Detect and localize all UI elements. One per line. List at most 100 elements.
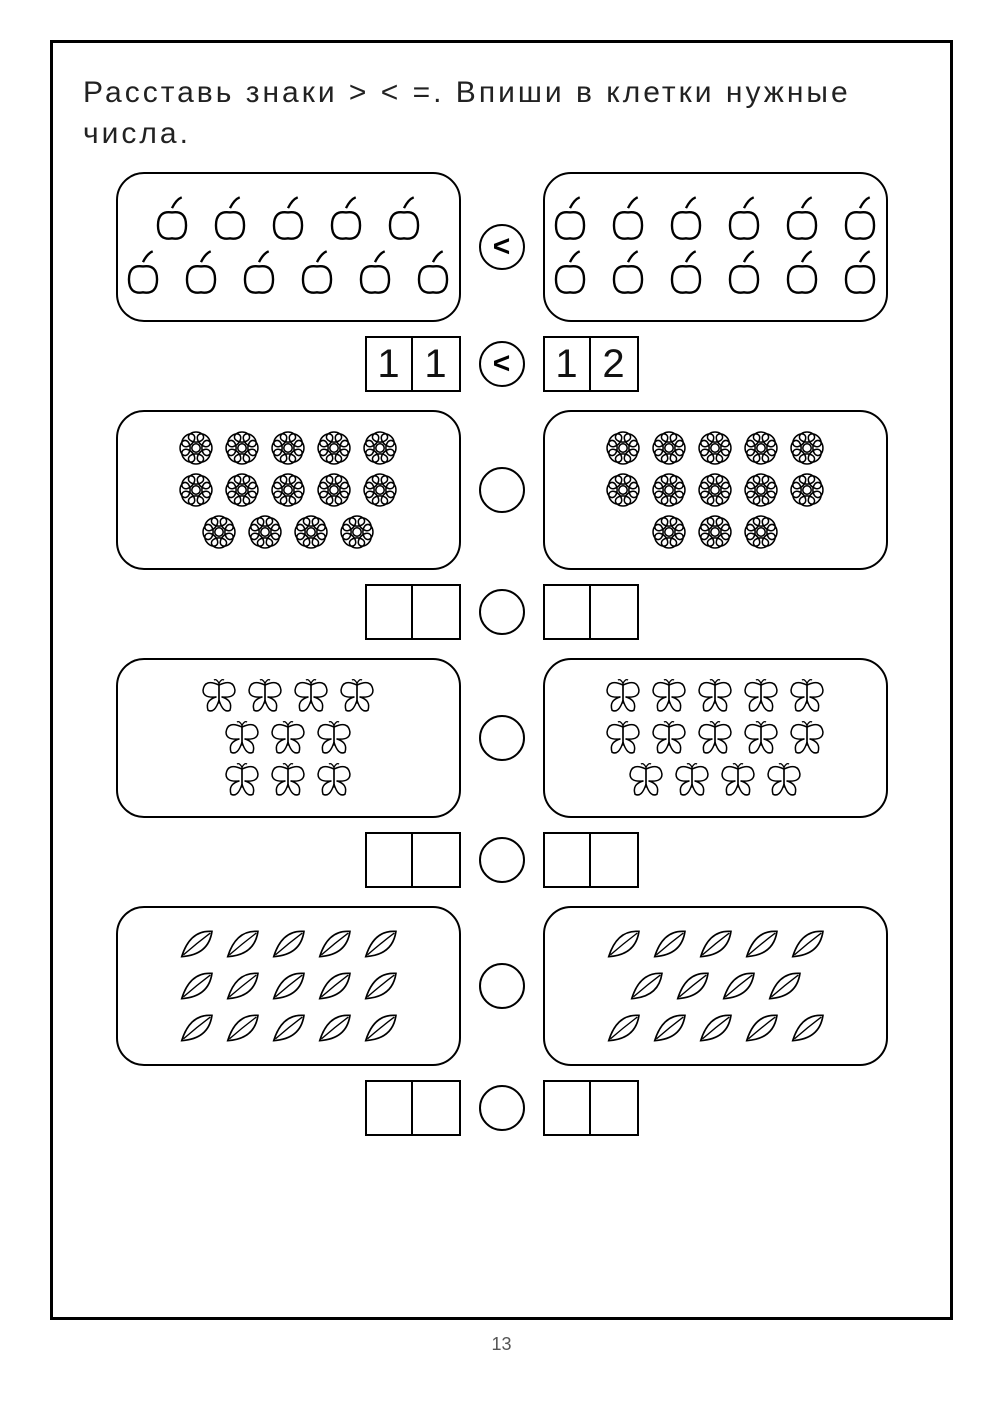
butterfly-icon: [221, 759, 263, 801]
flower-icon: [740, 511, 782, 553]
flower-icon: [221, 427, 263, 469]
icon-row: [602, 923, 828, 965]
leaf-icon: [625, 965, 667, 1007]
icon-row: [543, 247, 887, 301]
butterfly-icon: [648, 717, 690, 759]
flower-icon: [602, 469, 644, 511]
sign-circle[interactable]: [479, 589, 525, 635]
digit-cell[interactable]: [413, 584, 461, 640]
leaf-icon: [786, 1007, 828, 1049]
flower-icon: [244, 511, 286, 553]
flower-icon: [786, 469, 828, 511]
sign-circle[interactable]: [479, 467, 525, 513]
comparison-row: <: [83, 172, 920, 322]
sign-circle[interactable]: [479, 715, 525, 761]
flower-icon: [175, 469, 217, 511]
apple-icon: [116, 247, 170, 301]
butterfly-icon: [694, 717, 736, 759]
digit-cell[interactable]: [591, 832, 639, 888]
flower-icon: [648, 511, 690, 553]
icon-row: [175, 965, 401, 1007]
leaf-icon: [267, 965, 309, 1007]
flower-icon: [694, 511, 736, 553]
digit-cell[interactable]: [365, 584, 413, 640]
comparison-row: [83, 410, 920, 570]
number-box-right[interactable]: [543, 1080, 639, 1136]
flower-icon: [740, 469, 782, 511]
number-box-left[interactable]: [365, 832, 461, 888]
number-box-right[interactable]: [543, 584, 639, 640]
apple-icon: [833, 193, 887, 247]
apple-icon: [601, 247, 655, 301]
apple-icon: [717, 193, 771, 247]
digit-cell[interactable]: [543, 1080, 591, 1136]
worksheet-frame: Расставь знаки > < =. Впиши в клетки нуж…: [50, 40, 953, 1320]
number-box-left[interactable]: [365, 584, 461, 640]
leaf-icon: [740, 923, 782, 965]
sign-circle[interactable]: <: [479, 341, 525, 387]
leaf-icon: [694, 923, 736, 965]
icon-row: [175, 1007, 401, 1049]
leaf-icon: [359, 1007, 401, 1049]
apple-icon: [232, 247, 286, 301]
butterfly-icon: [267, 759, 309, 801]
flower-icon: [694, 469, 736, 511]
page-number: 13: [50, 1334, 953, 1355]
leaf-icon: [602, 1007, 644, 1049]
digit-cell[interactable]: [543, 832, 591, 888]
flower-icon: [221, 469, 263, 511]
number-box-right[interactable]: 12: [543, 336, 639, 392]
icon-row: [198, 675, 378, 717]
butterfly-icon: [694, 675, 736, 717]
digit-cell[interactable]: [543, 584, 591, 640]
number-box-right[interactable]: [543, 832, 639, 888]
icon-row: [543, 193, 887, 247]
leaf-icon: [175, 965, 217, 1007]
butterfly-icon: [602, 675, 644, 717]
digit-cell[interactable]: [413, 832, 461, 888]
flower-icon: [313, 469, 355, 511]
count-panel: [543, 906, 888, 1066]
count-panel: [543, 410, 888, 570]
count-panel: [116, 410, 461, 570]
butterfly-icon: [313, 717, 355, 759]
digit-cell[interactable]: [365, 1080, 413, 1136]
butterfly-icon: [313, 759, 355, 801]
leaf-icon: [267, 923, 309, 965]
digit-cell[interactable]: 2: [591, 336, 639, 392]
sign-circle[interactable]: [479, 1085, 525, 1131]
flower-icon: [313, 427, 355, 469]
number-box-left[interactable]: 11: [365, 336, 461, 392]
exercise-content: <: [83, 172, 920, 1136]
sign-circle[interactable]: [479, 963, 525, 1009]
butterfly-icon: [625, 759, 667, 801]
digit-cell[interactable]: 1: [413, 336, 461, 392]
flower-icon: [648, 469, 690, 511]
digit-cell[interactable]: [413, 1080, 461, 1136]
digit-cell[interactable]: 1: [365, 336, 413, 392]
digit-cell[interactable]: [591, 584, 639, 640]
number-box-left[interactable]: [365, 1080, 461, 1136]
apple-icon: [717, 247, 771, 301]
flower-icon: [602, 427, 644, 469]
butterfly-icon: [786, 717, 828, 759]
digit-cell[interactable]: 1: [543, 336, 591, 392]
apple-icon: [659, 193, 713, 247]
icon-row: [175, 923, 401, 965]
flower-icon: [198, 511, 240, 553]
sign-circle[interactable]: [479, 837, 525, 883]
leaf-icon: [221, 1007, 263, 1049]
leaf-icon: [648, 923, 690, 965]
sign-circle[interactable]: <: [479, 224, 525, 270]
digit-cell[interactable]: [591, 1080, 639, 1136]
icon-row: [116, 247, 460, 301]
butterfly-icon: [221, 717, 263, 759]
icon-row: [602, 427, 828, 469]
count-panel: [116, 906, 461, 1066]
digit-cell[interactable]: [365, 832, 413, 888]
flower-icon: [175, 427, 217, 469]
leaf-icon: [359, 965, 401, 1007]
icon-row: [145, 193, 431, 247]
flower-icon: [694, 427, 736, 469]
leaf-icon: [175, 923, 217, 965]
